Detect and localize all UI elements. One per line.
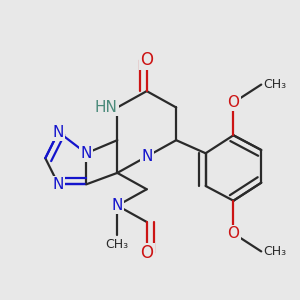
Text: CH₃: CH₃ [263, 245, 286, 258]
Text: O: O [140, 244, 153, 262]
Text: CH₃: CH₃ [106, 238, 129, 251]
Text: N: N [53, 124, 64, 140]
Text: N: N [112, 198, 123, 213]
Text: CH₃: CH₃ [263, 78, 286, 91]
Text: HN: HN [94, 100, 117, 115]
Text: N: N [141, 149, 152, 164]
Text: O: O [227, 226, 239, 241]
Text: O: O [227, 95, 239, 110]
Text: N: N [53, 177, 64, 192]
Text: O: O [140, 51, 153, 69]
Text: N: N [80, 146, 92, 161]
